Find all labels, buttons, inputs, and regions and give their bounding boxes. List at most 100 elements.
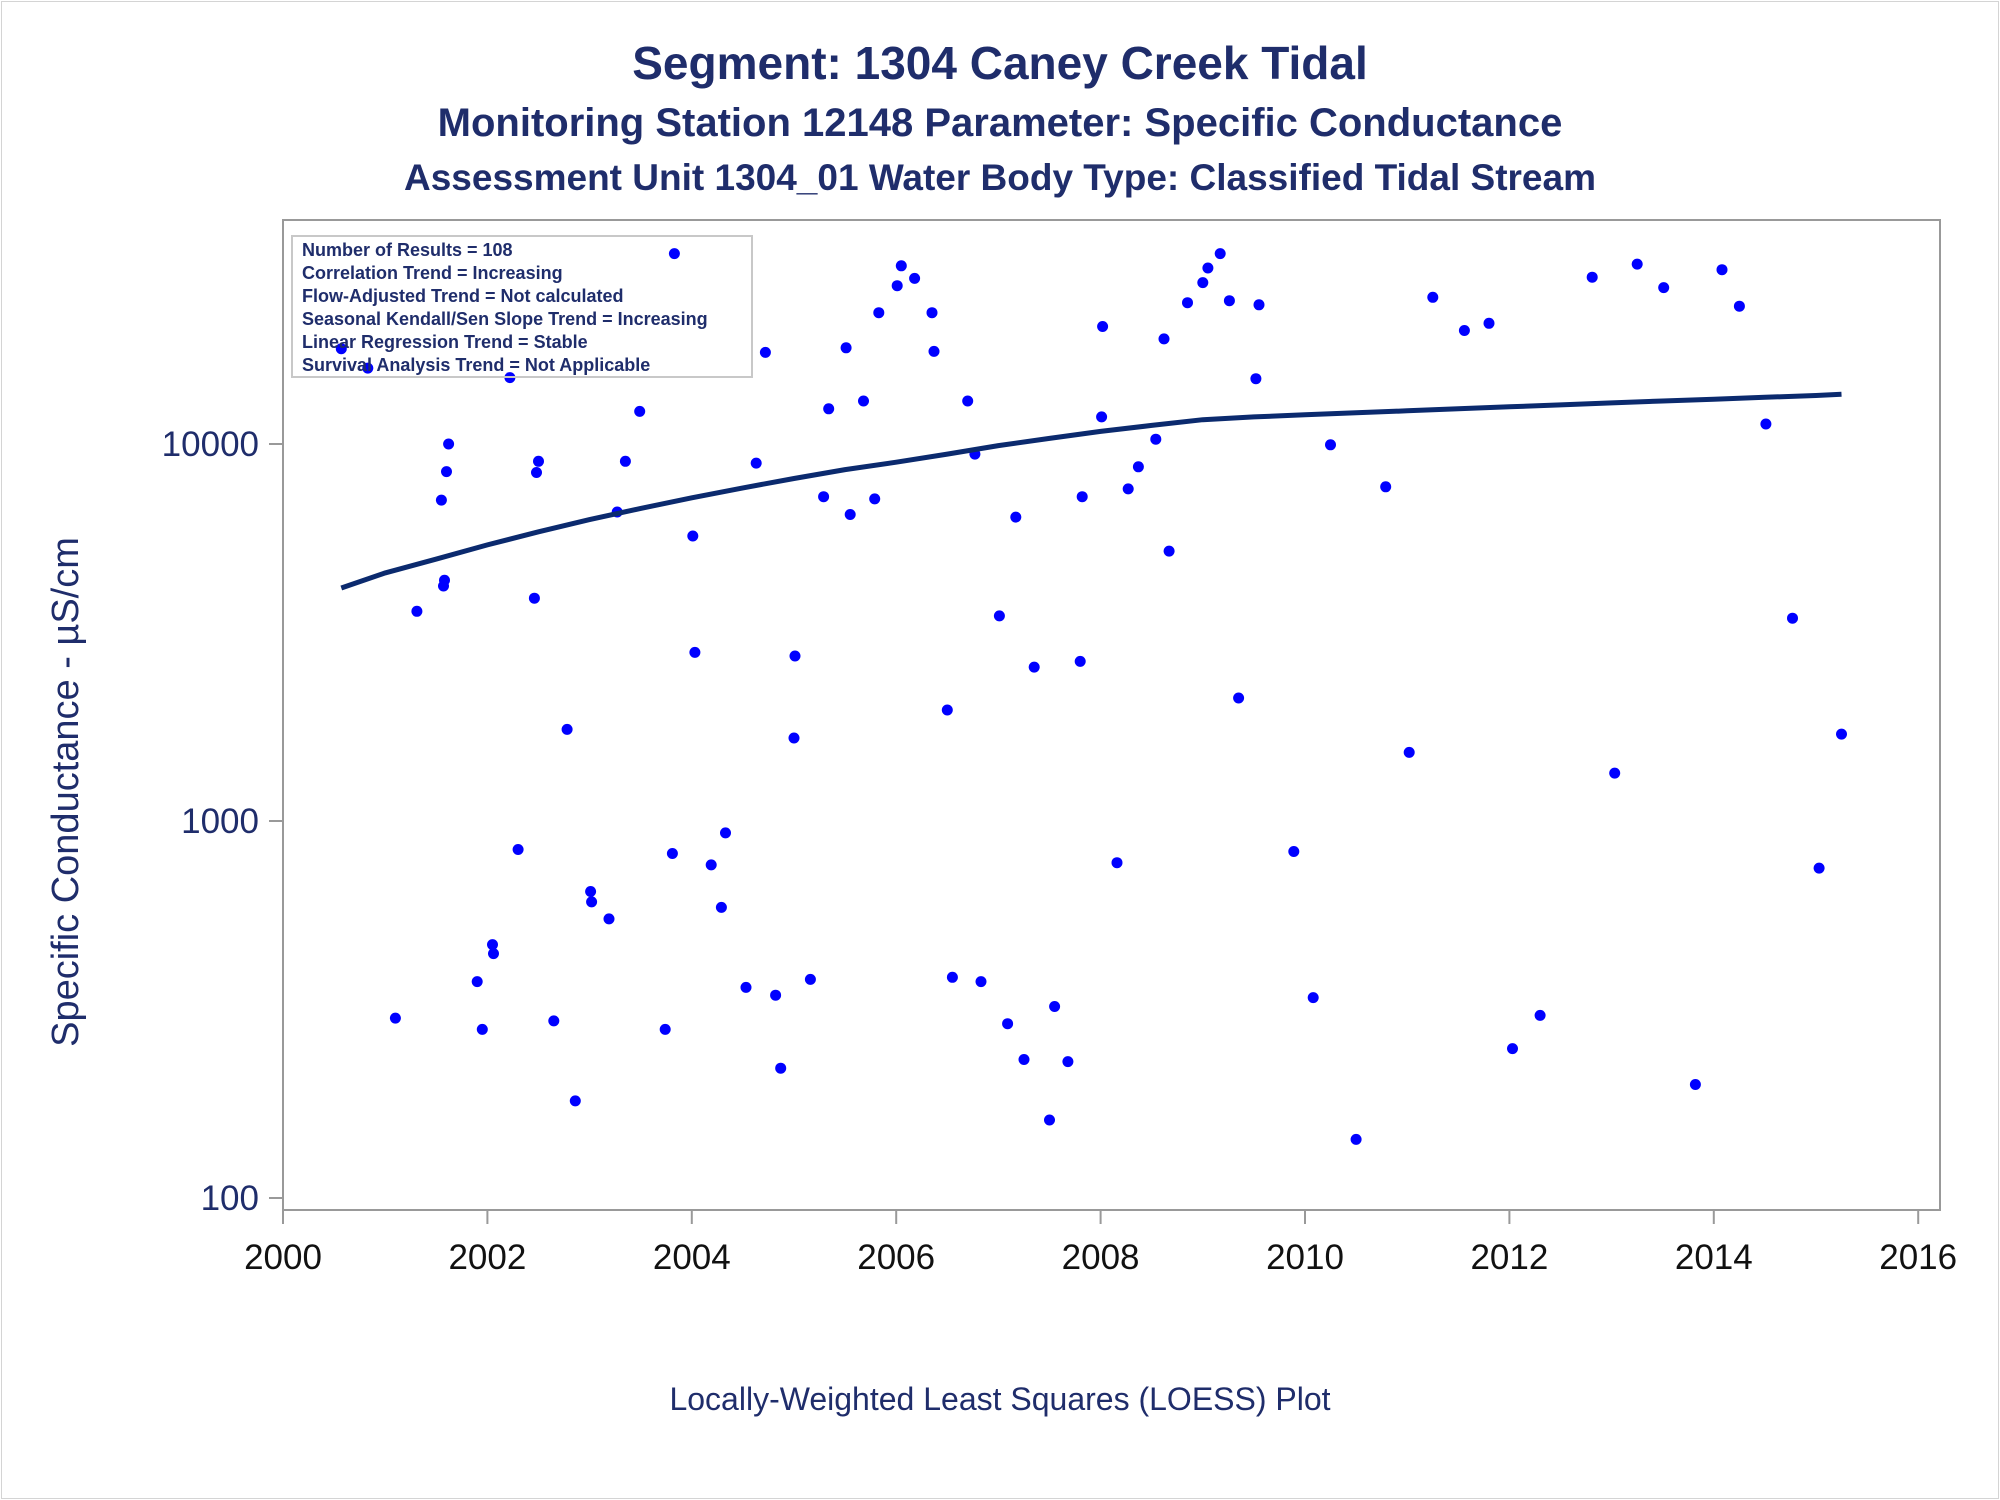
data-point: [844, 509, 856, 520]
x-tick-label: 2014: [1675, 1238, 1753, 1277]
data-point: [928, 345, 940, 357]
data-point: [441, 466, 452, 478]
data-point: [659, 1023, 671, 1035]
chart-subtitle: Monitoring Station 12148 Parameter: Spec…: [437, 101, 1563, 145]
data-point: [873, 307, 885, 319]
data-point: [1534, 1009, 1546, 1021]
data-point: [471, 976, 483, 988]
data-point: [1733, 300, 1745, 312]
data-point: [1028, 661, 1040, 673]
data-point: [1250, 373, 1262, 385]
data-point: [993, 610, 1005, 622]
data-point: [946, 971, 958, 983]
data-point: [1716, 264, 1728, 276]
data-point: [1507, 1043, 1518, 1055]
x-tick-label: 2008: [1062, 1238, 1140, 1277]
y-tick-label: 1000: [181, 802, 259, 841]
data-point: [1689, 1079, 1701, 1090]
data-point: [1760, 418, 1772, 430]
data-point: [1307, 992, 1319, 1004]
data-point: [1074, 655, 1086, 667]
data-point: [1018, 1054, 1030, 1065]
data-point: [1202, 262, 1214, 274]
data-point: [869, 493, 881, 505]
data-point: [1350, 1133, 1362, 1145]
data-point: [975, 976, 987, 988]
stats-line: Flow-Adjusted Trend = Not calculated: [302, 286, 624, 306]
data-point: [1122, 483, 1134, 495]
stats-line: Number of Results = 108: [302, 240, 513, 260]
stats-line: Seasonal Kendall/Sen Slope Trend = Incre…: [302, 309, 708, 329]
data-point: [1253, 299, 1265, 311]
data-point: [818, 491, 830, 503]
x-tick-label: 2002: [448, 1238, 526, 1277]
data-point: [1233, 692, 1245, 704]
data-point: [891, 280, 903, 292]
data-point: [512, 844, 524, 855]
stats-line: Linear Regression Trend = Stable: [302, 332, 588, 352]
data-point: [1609, 767, 1621, 779]
data-point: [1403, 746, 1415, 758]
data-point: [840, 342, 852, 354]
x-tick-label: 2012: [1470, 1238, 1548, 1277]
data-point: [858, 395, 869, 407]
data-point: [1132, 461, 1144, 473]
y-axis-label: Specific Conductance - µS/cm: [45, 537, 87, 1047]
data-point: [1483, 317, 1495, 329]
data-point: [804, 973, 816, 985]
data-point: [1197, 277, 1209, 289]
data-point: [740, 981, 752, 993]
data-point: [619, 455, 631, 467]
data-point: [528, 592, 540, 604]
data-point: [1163, 545, 1175, 557]
y-tick-label: 100: [201, 1179, 259, 1218]
data-point: [439, 574, 450, 586]
data-point: [941, 704, 953, 716]
data-point: [1010, 511, 1022, 523]
data-point: [1380, 481, 1392, 493]
chart-title: Segment: 1304 Caney Creek Tidal: [632, 37, 1368, 89]
data-point: [1062, 1056, 1074, 1068]
plot-area: [282, 219, 1941, 1211]
x-tick-label: 2000: [244, 1238, 322, 1277]
data-point: [603, 913, 615, 925]
data-point: [443, 438, 455, 450]
data-point: [720, 827, 731, 839]
data-point: [531, 467, 542, 478]
axes: 100 1000 10000 2000 2002 2004 2006 2008 2010 2012…: [162, 219, 1957, 1277]
data-point: [634, 405, 646, 417]
data-point: [389, 1012, 401, 1024]
data-point: [1049, 1001, 1061, 1012]
data-point: [1111, 857, 1123, 869]
data-point: [666, 848, 678, 859]
data-point: [775, 1062, 787, 1074]
data-point: [1150, 433, 1162, 445]
data-point: [687, 530, 699, 542]
data-point: [1586, 271, 1598, 283]
data-point: [362, 362, 374, 374]
data-point: [1096, 411, 1108, 423]
data-point: [476, 1023, 488, 1035]
data-point: [561, 723, 573, 735]
data-point: [1076, 491, 1088, 503]
data-point: [1214, 248, 1226, 260]
data-point: [668, 248, 680, 260]
data-point: [533, 455, 544, 467]
data-point: [435, 494, 447, 506]
stats-line: Survival Analysis Trend = Not Applicable: [302, 355, 650, 375]
data-point: [335, 343, 347, 355]
data-point: [1787, 612, 1798, 624]
data-point: [1002, 1018, 1014, 1030]
data-point: [1658, 282, 1670, 294]
data-point: [1458, 325, 1470, 336]
data-point: [548, 1015, 560, 1027]
data-point: [926, 307, 938, 319]
x-tick-label: 2016: [1879, 1238, 1957, 1277]
data-point: [1288, 846, 1300, 857]
data-point: [705, 859, 717, 871]
y-tick-label: 10000: [162, 425, 259, 464]
data-point: [1044, 1114, 1055, 1126]
data-point: [487, 939, 498, 951]
